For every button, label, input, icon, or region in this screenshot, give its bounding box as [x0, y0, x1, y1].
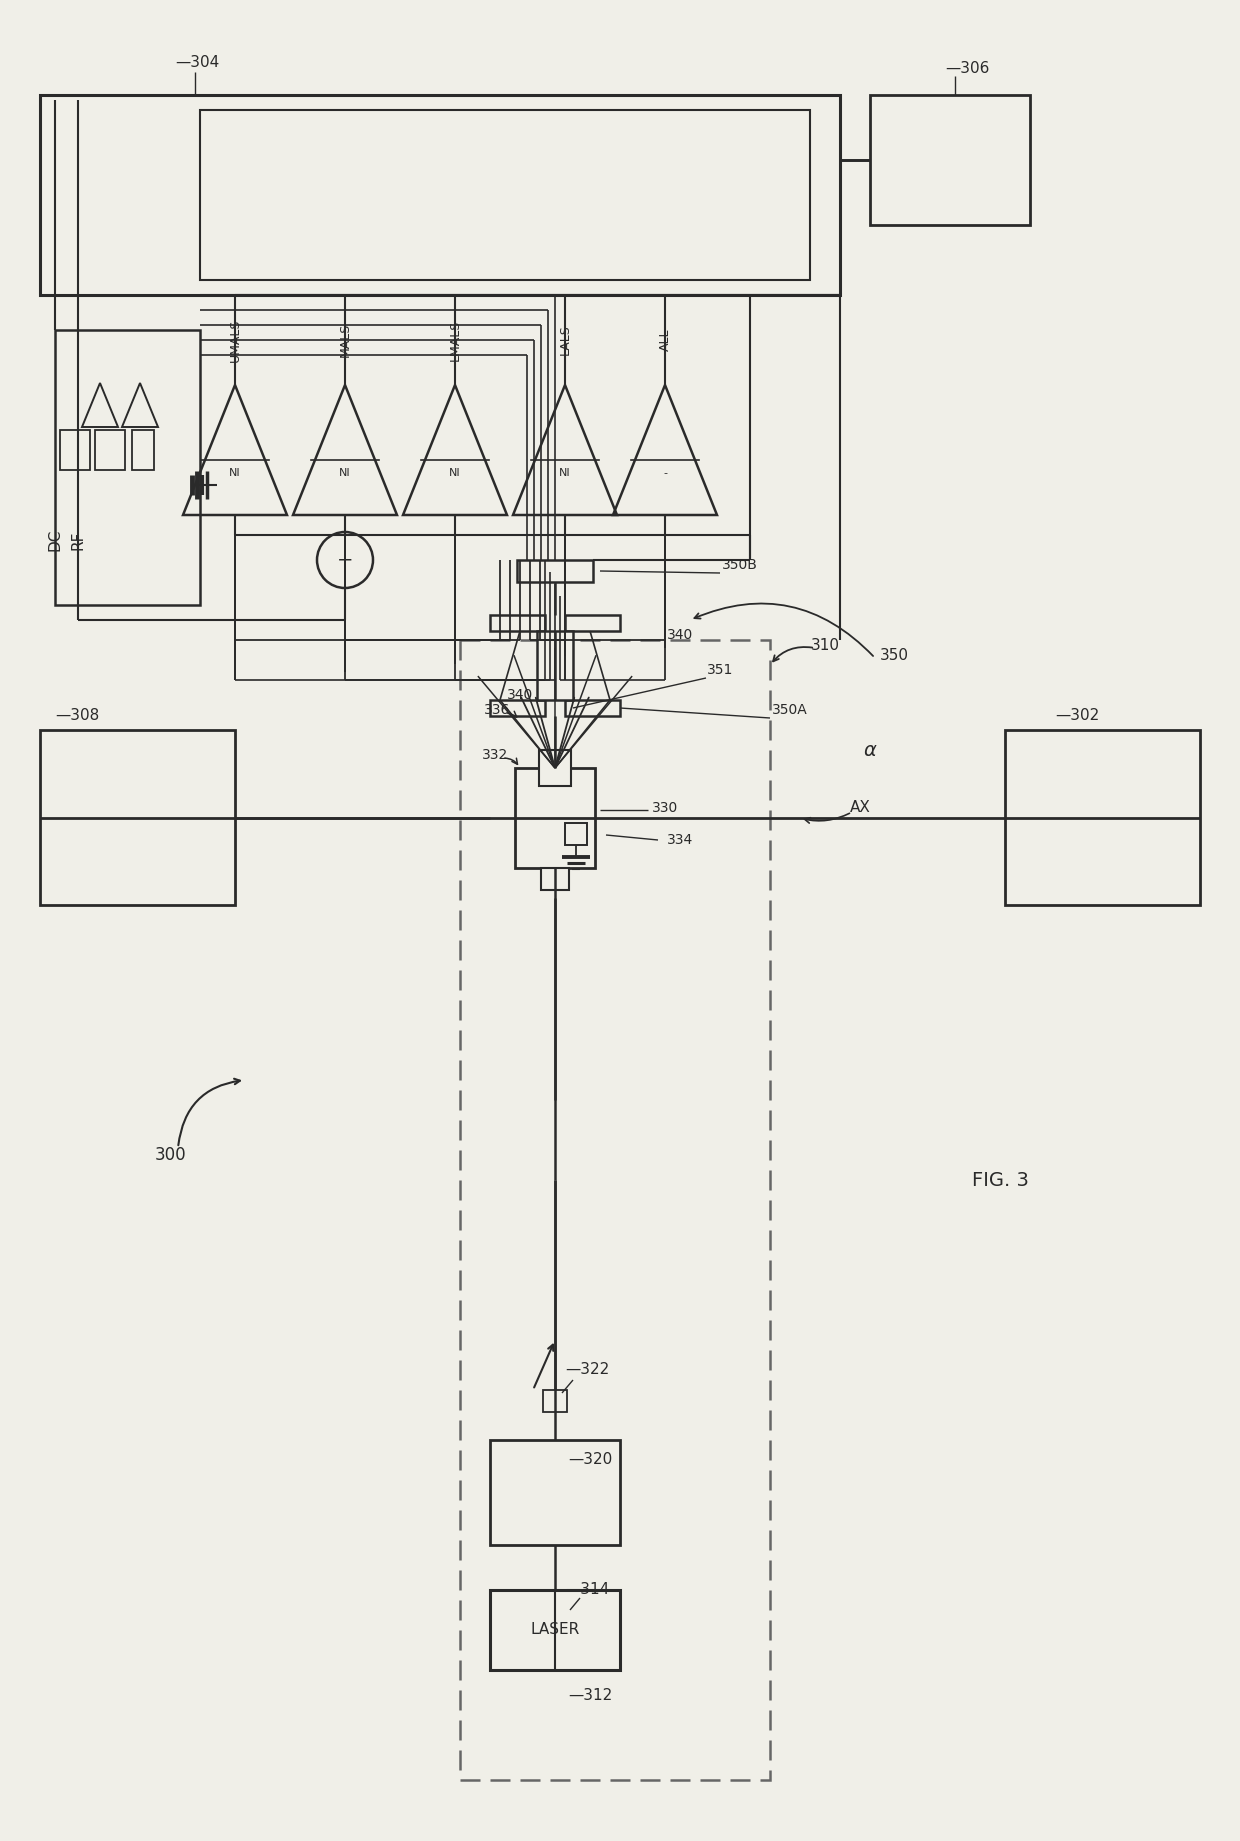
Text: LALS: LALS — [558, 324, 572, 355]
Bar — [460, 641, 770, 1780]
Text: AX: AX — [849, 801, 870, 816]
Text: LASER: LASER — [531, 1622, 579, 1637]
Bar — [60, 431, 91, 469]
Text: 300: 300 — [154, 1145, 186, 1164]
Text: ALL: ALL — [658, 330, 672, 352]
Bar — [565, 700, 620, 716]
Bar — [55, 330, 200, 606]
Bar — [95, 431, 125, 469]
Text: UMALS: UMALS — [228, 318, 242, 361]
Text: -: - — [663, 468, 667, 479]
Text: NI: NI — [340, 468, 351, 479]
Text: +: + — [337, 550, 353, 569]
Bar — [565, 615, 620, 631]
Text: DC: DC — [47, 528, 62, 550]
Bar — [131, 431, 154, 469]
Text: 350: 350 — [880, 648, 909, 663]
Text: RF: RF — [71, 530, 86, 550]
Text: 351: 351 — [707, 663, 733, 677]
Text: NI: NI — [449, 468, 461, 479]
Text: —312: —312 — [568, 1688, 613, 1703]
Text: NI: NI — [559, 468, 570, 479]
Text: NI: NI — [229, 468, 241, 479]
Text: —308: —308 — [55, 707, 99, 722]
Text: 334: 334 — [667, 832, 693, 847]
Bar — [490, 1440, 620, 1545]
Text: 310: 310 — [811, 637, 839, 652]
Bar — [490, 615, 546, 631]
Bar — [539, 749, 570, 786]
Text: —322: —322 — [565, 1362, 609, 1377]
Bar — [490, 700, 546, 716]
Text: LMALS: LMALS — [449, 318, 461, 361]
Text: —304: —304 — [175, 55, 219, 70]
Text: 340: 340 — [507, 689, 533, 701]
Text: 340: 340 — [667, 628, 693, 643]
Text: 350B: 350B — [722, 558, 758, 573]
Text: —320: —320 — [568, 1453, 613, 1467]
Bar — [490, 1591, 620, 1670]
Bar — [515, 768, 595, 867]
Bar — [40, 96, 839, 295]
Text: FIG. 3: FIG. 3 — [972, 1171, 1028, 1189]
Text: MALS: MALS — [339, 322, 351, 357]
Bar — [517, 560, 593, 582]
Bar — [543, 1390, 567, 1412]
Text: 330: 330 — [652, 801, 678, 816]
Text: —314: —314 — [565, 1583, 609, 1598]
Bar — [870, 96, 1030, 225]
Text: —302: —302 — [1055, 707, 1099, 722]
Bar — [1004, 731, 1200, 906]
Text: 350A: 350A — [773, 703, 808, 716]
Text: $\alpha$: $\alpha$ — [863, 740, 877, 760]
Bar — [40, 731, 236, 906]
Text: —306: —306 — [945, 61, 990, 75]
Bar — [537, 631, 573, 700]
Text: 336: 336 — [484, 703, 510, 716]
Bar — [200, 110, 810, 280]
Bar — [565, 823, 587, 845]
Text: 332: 332 — [482, 747, 508, 762]
Bar — [541, 867, 569, 889]
